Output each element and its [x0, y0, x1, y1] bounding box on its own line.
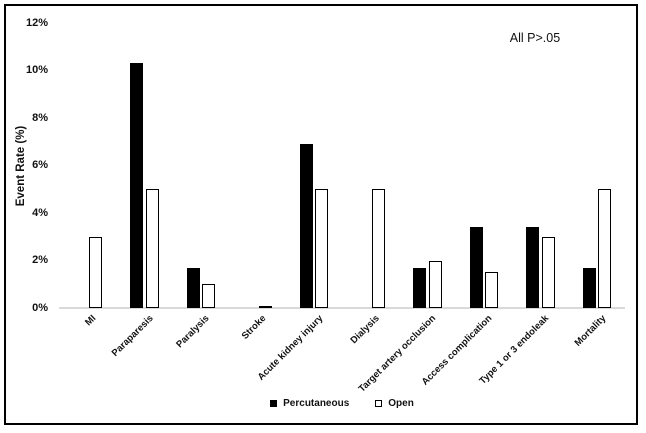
y-tick-6: 6%: [32, 159, 48, 171]
bar-percutaneous-paraparesis: [130, 63, 144, 308]
bar-percutaneous-acute-kidney-injury: [299, 144, 313, 308]
bar-percutaneous-target-artery-occlusion: [413, 267, 427, 308]
bar-open-mi: [89, 236, 102, 308]
bar-percutaneous-type-1-or-3-endoleak: [526, 227, 540, 308]
bar-open-access-complication: [485, 272, 499, 308]
legend-label-open: Open: [388, 398, 414, 409]
y-tick-2: 2%: [32, 254, 48, 266]
bar-percutaneous-mortality: [582, 267, 596, 308]
bar-open-mortality: [598, 189, 612, 308]
y-tick-10: 10%: [25, 64, 48, 76]
bar-open-target-artery-occlusion: [428, 260, 442, 308]
y-tick-4: 4%: [32, 206, 48, 219]
legend-item-open: Open: [375, 398, 414, 409]
x-axis-line: [59, 307, 625, 309]
legend-label-percutaneous: Percutaneous: [283, 398, 350, 409]
legend: Percutaneous Open: [59, 398, 625, 409]
bar-percutaneous-access-complication: [469, 227, 483, 308]
p-value-annotation: All P>.05: [509, 31, 561, 45]
bar-open-paralysis: [202, 284, 216, 308]
open-square-icon: [375, 400, 383, 407]
bar-open-dialysis: [372, 189, 385, 308]
bar-open-stroke: [258, 305, 272, 308]
bar-open-type-1-or-3-endoleak: [541, 236, 555, 308]
plot-area: [59, 23, 625, 309]
filled-square-icon: [270, 400, 278, 407]
bar-percutaneous-paralysis: [186, 267, 200, 308]
y-tick-0: 0%: [32, 301, 48, 314]
y-tick-12: 12%: [25, 16, 48, 29]
y-axis-tick-labels: 0% 2% 4% 6% 8% 10% 12%: [0, 0, 48, 433]
bar-open-paraparesis: [145, 189, 159, 308]
bar-open-acute-kidney-injury: [315, 189, 329, 308]
legend-item-percutaneous: Percutaneous: [270, 398, 349, 409]
y-tick-8: 8%: [32, 111, 48, 124]
